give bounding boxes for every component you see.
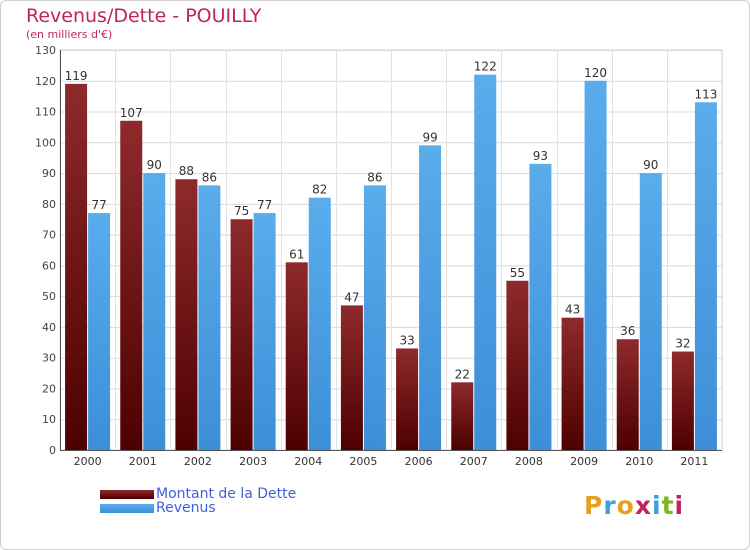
data-label-revenus: 90 <box>643 158 658 172</box>
y-tick-label: 130 <box>35 44 56 57</box>
data-label-revenus: 93 <box>533 149 548 163</box>
x-tick-label: 2002 <box>184 455 212 468</box>
bar-revenus <box>253 213 276 450</box>
legend-swatch-dette <box>100 489 154 499</box>
data-label-revenus: 122 <box>474 60 497 74</box>
logo-letter: i <box>652 491 662 520</box>
data-label-dette: 107 <box>120 106 143 120</box>
data-label-dette: 55 <box>510 266 525 280</box>
bar-chart: 0 10 20 30 40 50 60 70 80 90 100 110 120 130 119 77 107… <box>35 44 723 468</box>
x-tick-label: 2005 <box>349 455 377 468</box>
bar-revenus <box>474 74 497 450</box>
chart-title: Revenus/Dette - POUILLY <box>26 5 262 27</box>
y-axis: 0 10 20 30 40 50 60 70 80 90 100 110 120 130 <box>35 44 61 457</box>
legend-swatch-revenus <box>100 503 154 513</box>
bar-revenus <box>363 185 386 450</box>
data-label-revenus: 82 <box>312 183 327 197</box>
bar-dette <box>340 305 363 450</box>
data-label-revenus: 86 <box>202 170 217 184</box>
data-label-revenus: 86 <box>367 170 382 184</box>
y-tick-label: 30 <box>42 352 56 365</box>
data-label-dette: 47 <box>344 290 359 304</box>
bar-dette <box>396 348 419 450</box>
y-tick-label: 100 <box>35 136 56 149</box>
bar-dette <box>120 120 143 451</box>
bar-revenus <box>143 173 166 451</box>
data-label-revenus: 90 <box>147 158 162 172</box>
bar-revenus <box>308 197 331 450</box>
bar-dette <box>285 262 308 450</box>
logo-letter: t <box>661 491 675 520</box>
legend-label-dette: Montant de la Dette <box>156 486 297 502</box>
bar-revenus <box>529 163 552 450</box>
y-tick-label: 110 <box>35 106 56 119</box>
bar-dette <box>451 382 474 450</box>
data-label-dette: 33 <box>399 333 414 347</box>
x-tick-label: 2011 <box>680 455 708 468</box>
data-label-revenus: 77 <box>91 198 106 212</box>
chart-subtitle: (en milliers d'€) <box>26 28 113 41</box>
y-tick-label: 50 <box>42 290 56 303</box>
bar-dette <box>561 317 584 450</box>
bar-dette <box>175 179 198 450</box>
data-label-dette: 36 <box>620 324 635 338</box>
x-tick-label: 2004 <box>294 455 322 468</box>
data-label-dette: 22 <box>455 367 470 381</box>
logo-letter: o <box>616 491 635 520</box>
y-tick-label: 120 <box>35 75 56 88</box>
data-label-dette: 119 <box>65 69 88 83</box>
data-label-dette: 75 <box>234 204 249 218</box>
data-label-revenus: 113 <box>694 87 717 101</box>
y-tick-label: 80 <box>42 198 56 211</box>
data-labels: 119 77 107 90 88 86 75 77 61 82 47 86 33 99 22 122 55 93 4… <box>65 60 718 382</box>
bar-dette <box>230 219 253 450</box>
x-tick-label: 2009 <box>570 455 598 468</box>
logo-letter: P <box>584 491 604 520</box>
logo-letter: r <box>603 491 617 520</box>
y-tick-label: 10 <box>42 413 56 426</box>
bar-dette <box>616 339 639 450</box>
y-tick-label: 20 <box>42 382 56 395</box>
x-tick-label: 2003 <box>239 455 267 468</box>
proxiti-logo: Proxiti <box>584 491 684 520</box>
bar-revenus <box>419 145 442 450</box>
x-tick-label: 2006 <box>405 455 433 468</box>
data-label-dette: 88 <box>179 164 194 178</box>
y-tick-label: 70 <box>42 229 56 242</box>
logo-letter: x <box>634 491 652 520</box>
x-tick-label: 2008 <box>515 455 543 468</box>
bar-revenus <box>198 185 221 450</box>
bar-revenus <box>694 102 717 451</box>
data-label-revenus: 120 <box>584 66 607 80</box>
bar-revenus <box>88 213 111 450</box>
x-axis: 2000 2001 2002 2003 2004 2005 2006 2007 2008 2009… <box>60 450 722 468</box>
bars <box>65 74 717 451</box>
data-label-dette: 32 <box>675 337 690 351</box>
data-label-revenus: 99 <box>422 130 437 144</box>
data-label-revenus: 77 <box>257 198 272 212</box>
legend-item-revenus: Revenus <box>100 500 216 516</box>
data-label-dette: 43 <box>565 303 580 317</box>
grid <box>59 49 723 451</box>
legend-item-dette: Montant de la Dette <box>100 486 296 502</box>
logo-letter: i <box>674 491 685 520</box>
bar-dette <box>506 280 529 450</box>
bar-dette <box>65 83 88 450</box>
legend-label-revenus: Revenus <box>156 500 216 516</box>
x-tick-label: 2000 <box>74 455 102 468</box>
x-tick-label: 2001 <box>129 455 157 468</box>
bar-revenus <box>584 80 607 451</box>
y-tick-label: 40 <box>42 321 56 334</box>
x-tick-label: 2010 <box>625 455 653 468</box>
y-tick-label: 90 <box>42 167 56 180</box>
x-tick-label: 2007 <box>460 455 488 468</box>
y-tick-label: 0 <box>49 444 56 457</box>
y-tick-label: 60 <box>42 259 56 272</box>
bar-dette <box>671 351 694 450</box>
data-label-dette: 61 <box>289 247 304 261</box>
bar-revenus <box>639 173 662 451</box>
